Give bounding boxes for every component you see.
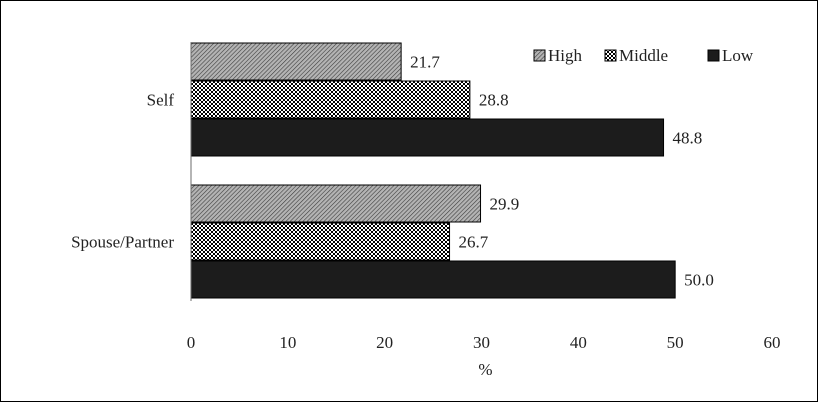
legend: High Middle Low xyxy=(533,46,754,65)
legend-swatch-low xyxy=(707,49,720,62)
legend-swatch-middle xyxy=(604,49,617,62)
x-tick-label: 40 xyxy=(570,333,587,352)
bar-self-middle xyxy=(190,80,471,119)
data-label-spouse-partner-low: 50.0 xyxy=(684,271,714,290)
data-label-self-middle: 28.8 xyxy=(479,91,509,110)
data-label-spouse-partner-high: 29.9 xyxy=(490,195,520,214)
category-label-self: Self xyxy=(147,91,175,110)
x-tick-label: 0 xyxy=(187,333,196,352)
legend-label-high: High xyxy=(548,46,583,65)
bar-self-low xyxy=(190,118,665,157)
legend-label-middle: Middle xyxy=(619,46,668,65)
category-labels-group: Self Spouse/Partner xyxy=(71,91,174,252)
bar-spouse-partner-low xyxy=(190,260,676,299)
x-tick-label: 10 xyxy=(279,333,296,352)
legend-label-low: Low xyxy=(722,46,754,65)
bar-self-high xyxy=(190,42,402,81)
bar-spouse-partner-high xyxy=(190,184,482,223)
category-label-spouse-partner: Spouse/Partner xyxy=(71,233,174,252)
x-tick-label: 50 xyxy=(667,333,684,352)
legend-swatch-high xyxy=(533,49,546,62)
data-label-self-low: 48.8 xyxy=(673,129,703,148)
x-tick-labels-group: 0 10 20 30 40 50 60 xyxy=(187,333,781,352)
bars-group xyxy=(190,42,676,299)
data-label-spouse-partner-middle: 26.7 xyxy=(459,233,489,252)
data-labels-group: 21.7 28.8 48.8 29.926.7 50.0 xyxy=(410,53,714,290)
x-tick-label: 20 xyxy=(376,333,393,352)
x-axis-title: % xyxy=(478,360,492,379)
x-tick-label: 60 xyxy=(764,333,781,352)
x-tick-label: 30 xyxy=(473,333,490,352)
data-label-self-high: 21.7 xyxy=(410,53,440,72)
bar-spouse-partner-middle xyxy=(190,222,451,261)
